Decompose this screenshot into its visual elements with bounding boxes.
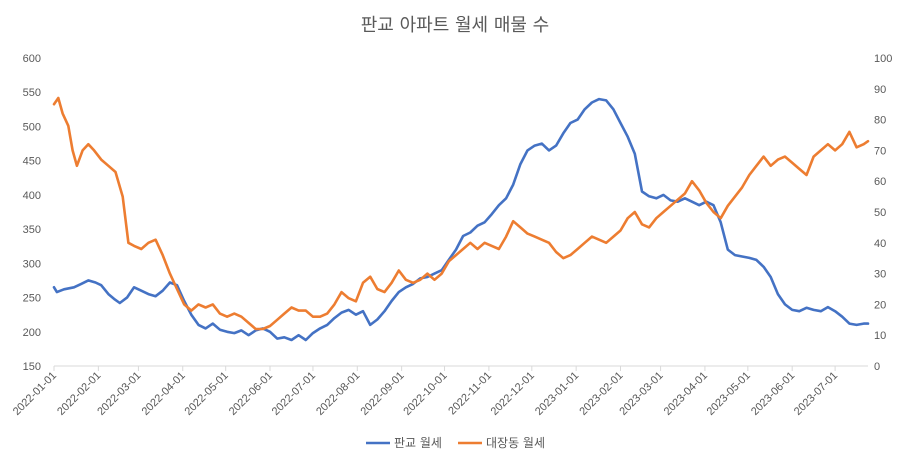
right-axis-tick-label: 10: [874, 330, 886, 342]
right-axis-tick-label: 70: [874, 145, 886, 157]
legend-label-1: 판교 월세: [394, 436, 442, 450]
series-lines: [52, 96, 870, 342]
left-axis-tick-label: 400: [23, 190, 41, 202]
left-axis-ticks: 150 200 250 300 350 400 450 500 550 600: [23, 53, 41, 373]
left-axis-tick-label: 250: [23, 293, 41, 305]
legend-label-2: 대장동 월세: [486, 436, 545, 450]
right-axis-tick-label: 40: [874, 238, 886, 250]
left-axis-tick-label: 300: [23, 258, 41, 270]
right-axis-tick-label: 90: [874, 84, 886, 96]
right-axis-tick-label: 50: [874, 207, 886, 219]
left-axis-tick-label: 450: [23, 156, 41, 168]
right-axis-tick-label: 30: [874, 269, 886, 281]
series-line-1: [52, 97, 870, 342]
right-axis-ticks: 0 10 20 30 40 50 60 70 80 90 100: [874, 53, 892, 373]
left-axis-tick-label: 550: [23, 87, 41, 99]
left-axis-tick-label: 600: [23, 53, 41, 65]
left-axis-tick-label: 500: [23, 121, 41, 133]
right-axis-tick-label: 60: [874, 176, 886, 188]
left-axis-tick-label: 350: [23, 224, 41, 236]
right-axis-tick-label: 20: [874, 299, 886, 311]
right-axis-tick-label: 100: [874, 53, 892, 65]
legend: 판교 월세 대장동 월세: [366, 436, 545, 450]
right-axis-tick-label: 80: [874, 115, 886, 127]
right-axis-tick-label: 0: [874, 361, 880, 373]
chart-title: 판교 아파트 월세 매물 수: [361, 15, 550, 36]
left-axis-tick-label: 150: [23, 361, 41, 373]
series-line-2: [52, 96, 870, 331]
left-axis-tick-label: 200: [23, 327, 41, 339]
